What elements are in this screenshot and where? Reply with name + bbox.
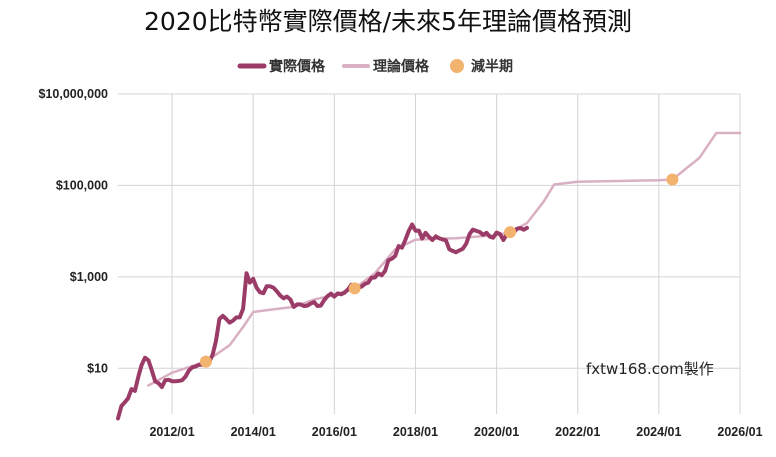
x-tick-label: 2018/01 (393, 425, 438, 439)
y-tick-label: $100,000 (56, 178, 108, 192)
x-tick-label: 2014/01 (231, 425, 276, 439)
halving-markers (199, 173, 679, 368)
y-tick-label: $10,000,000 (38, 87, 108, 101)
y-tick-label: $1,000 (70, 270, 108, 284)
halving-point (199, 355, 212, 368)
theoretical-price-series (147, 131, 742, 387)
x-tick-label: 2012/01 (149, 425, 194, 439)
legend-label-halving: 減半期 (471, 58, 513, 75)
x-tick-label: 2026/01 (717, 425, 762, 439)
chart-title: 2020比特幣實際價格/未來5年理論價格預測 (144, 7, 632, 36)
x-tick-label: 2024/01 (636, 425, 681, 439)
x-tick-label: 2016/01 (312, 425, 357, 439)
x-tick-label: 2020/01 (474, 425, 519, 439)
y-tick-label: $10 (87, 361, 108, 375)
credit-text: fxtw168.com製作 (586, 360, 714, 378)
actual-price-series (116, 222, 529, 421)
theoretical-price-line (147, 131, 742, 387)
legend: 實際價格 理論價格 減半期 (237, 58, 513, 75)
halving-point (666, 173, 679, 186)
halving-point (348, 282, 361, 295)
x-tick-label: 2022/01 (555, 425, 600, 439)
grid (118, 93, 741, 414)
legend-label-actual-price: 實際價格 (269, 58, 326, 75)
legend-marker-halving (450, 59, 464, 73)
actual-price-line (116, 222, 529, 421)
halving-point (504, 226, 517, 239)
axis-labels: $10 $1,000 $100,000 $10,000,000 2012/01 2014/… (38, 87, 762, 439)
legend-label-theoretical-price: 理論價格 (373, 58, 430, 75)
